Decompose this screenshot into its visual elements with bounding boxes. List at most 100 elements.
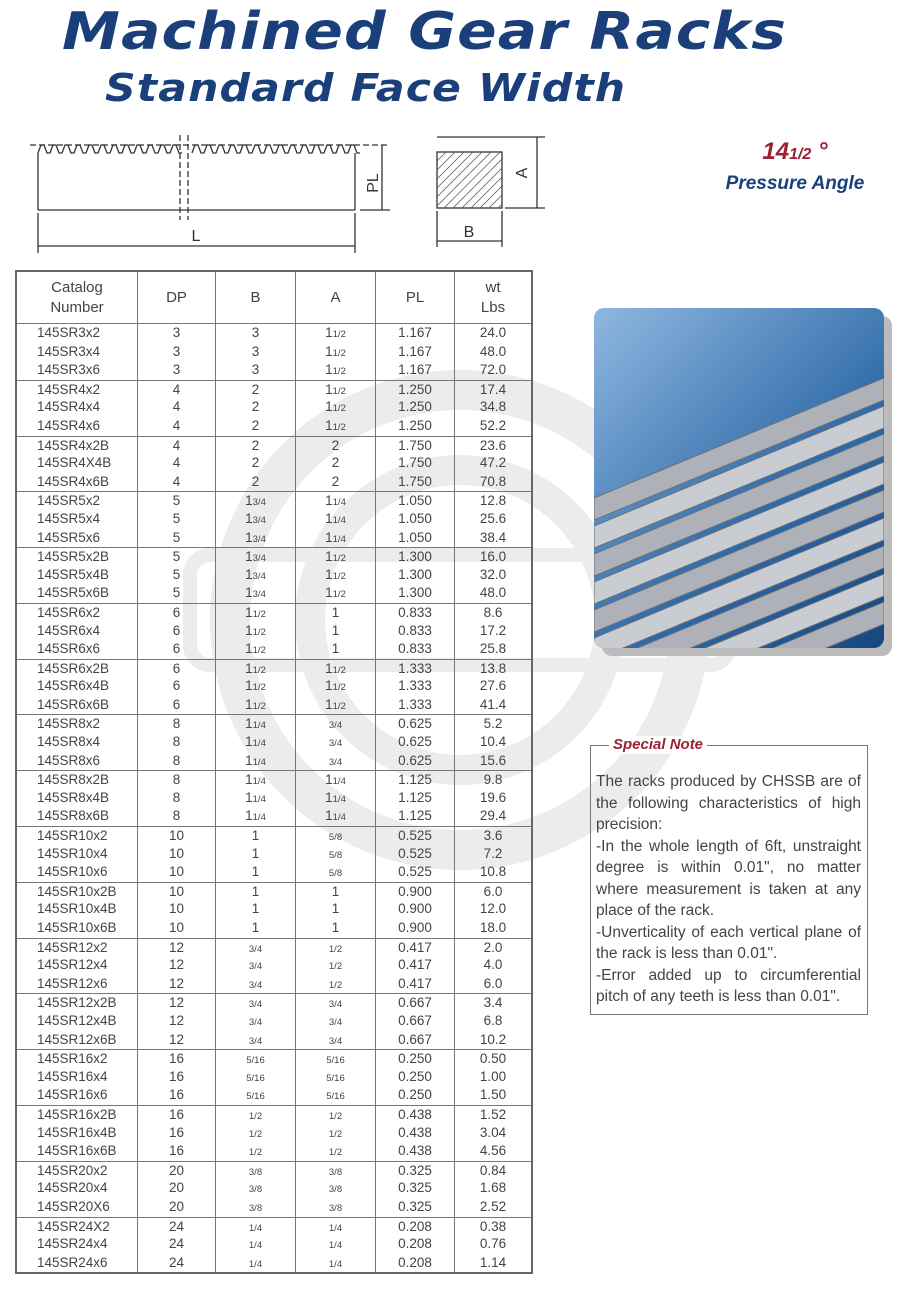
pl-cell: 0.417 (375, 956, 454, 975)
pl-cell: 0.833 (375, 640, 454, 659)
pl-cell: 1.050 (375, 492, 454, 510)
dp-cell: 20 (137, 1179, 215, 1198)
weight-cell: 23.6 (454, 436, 531, 455)
table-row: 145SR10x2B 10 1 1 0.900 6.0 (17, 881, 531, 901)
b-cell: 3/4 (215, 1011, 295, 1031)
b-cell: 5/16 (215, 1050, 295, 1068)
weight-cell: 32.0 (454, 565, 531, 585)
column-header-text: wt (485, 278, 501, 296)
catalog-number-cell: 145SR6x4 (37, 622, 101, 638)
dp-cell: 10 (137, 882, 215, 901)
gear-rack-image (594, 405, 884, 549)
pressure-angle: 141/2 ° Pressure Angle (700, 138, 890, 195)
a-cell: 1 (295, 603, 375, 622)
a-cell: 11/2 (295, 342, 375, 362)
weight-cell: 17.4 (454, 380, 531, 399)
table-row: 145SR8x4B 8 11/4 11/4 1.125 19.6 (17, 788, 531, 808)
pl-cell: 1.167 (375, 324, 454, 343)
weight-cell: 3.04 (454, 1123, 531, 1143)
catalog-number-cell: 145SR5x4 (37, 510, 101, 526)
a-cell: 3/4 (295, 751, 375, 771)
weight-cell: 27.6 (454, 677, 531, 696)
weight-cell: 1.68 (454, 1179, 531, 1198)
table-row: 145SR6x6B 6 11/2 11/2 1.333 41.4 (17, 695, 531, 715)
b-cell: 5/16 (215, 1086, 295, 1105)
a-cell: 1/2 (295, 1142, 375, 1161)
weight-cell: 12.8 (454, 492, 531, 510)
b-cell: 11/2 (215, 640, 295, 659)
table-row: 145SR6x4 6 11/2 1 0.833 17.2 (17, 621, 531, 641)
a-cell: 3/8 (295, 1179, 375, 1198)
catalog-number-cell: 145SR8x4B (37, 789, 110, 805)
b-cell: 13/4 (215, 584, 295, 603)
dp-cell: 12 (137, 1011, 215, 1031)
hatch-line (436, 151, 492, 207)
weight-cell: 1.50 (454, 1086, 531, 1105)
dp-cell: 5 (137, 548, 215, 566)
table-row: 145SR16x6B 16 1/2 1/2 0.438 4.56 (17, 1142, 531, 1161)
table-row: 145SR5x4B 5 13/4 11/2 1.300 32.0 (17, 565, 531, 585)
catalog-number-cell: 145SR20x4 (37, 1180, 108, 1196)
a-cell: 5/8 (295, 827, 375, 845)
dp-cell: 4 (137, 472, 215, 492)
pl-cell: 0.525 (375, 844, 454, 864)
a-cell: 11/4 (295, 509, 375, 529)
pl-cell: 1.300 (375, 565, 454, 585)
catalog-number-cell: 145SR10x4 (37, 845, 108, 861)
gear-rack-image (594, 461, 884, 605)
dp-cell: 6 (137, 603, 215, 622)
a-cell: 11/2 (295, 695, 375, 715)
pl-cell: 0.667 (375, 1030, 454, 1050)
b-cell: 5/16 (215, 1067, 295, 1087)
b-cell: 3/4 (215, 974, 295, 994)
b-cell: 1 (215, 863, 295, 882)
weight-cell: 25.8 (454, 640, 531, 659)
a-cell: 1 (295, 900, 375, 919)
gear-rack-image (594, 489, 884, 633)
table-row: 145SR20x4 20 3/8 3/8 0.325 1.68 (17, 1179, 531, 1198)
table-row: 145SR5x4 5 13/4 11/4 1.050 25.6 (17, 509, 531, 529)
dp-cell: 6 (137, 640, 215, 659)
pl-cell: 1.125 (375, 771, 454, 789)
dp-cell: 24 (137, 1253, 215, 1273)
pl-cell: 1.333 (375, 677, 454, 696)
table-row: 145SR12x2B 12 3/4 3/4 0.667 3.4 (17, 993, 531, 1012)
dp-cell: 5 (137, 528, 215, 548)
rack-teeth (37, 144, 360, 154)
weight-cell: 38.4 (454, 528, 531, 548)
catalog-number-cell: 145SR16x2 (37, 1051, 108, 1067)
hatch-line (497, 203, 503, 209)
a-cell: 11/4 (295, 788, 375, 808)
dp-cell: 10 (137, 919, 215, 938)
b-cell: 3 (215, 324, 295, 343)
b-cell: 11/4 (215, 788, 295, 808)
catalog-number-cell: 145SR8x2 (37, 716, 101, 732)
catalog-number-cell: 145SR6x2B (37, 660, 110, 676)
a-cell: 1/2 (295, 1123, 375, 1143)
catalog-number-cell: 145SR10x4B (37, 901, 117, 917)
a-cell: 1 (295, 919, 375, 938)
table-row: 145SR8x6 8 11/4 3/4 0.625 15.6 (17, 751, 531, 771)
table-row: 145SR4x4 4 2 11/2 1.250 34.8 (17, 398, 531, 417)
catalog-number-cell: 145SR8x2B (37, 772, 110, 788)
gear-rack-image (636, 545, 884, 648)
table-row: 145SR4x6 4 2 11/2 1.250 52.2 (17, 416, 531, 436)
hatch-line (436, 151, 483, 198)
weight-cell: 24.0 (454, 324, 531, 343)
b-label: B (464, 224, 475, 241)
dp-cell: 6 (137, 659, 215, 678)
weight-cell: 72.0 (454, 361, 531, 380)
catalog-number-cell: 145SR12x2 (37, 939, 108, 955)
weight-cell: 10.4 (454, 733, 531, 752)
b-cell: 11/2 (215, 677, 295, 696)
weight-cell: 29.4 (454, 807, 531, 827)
special-note-box: Special Note The racks produced by CHSSB… (590, 736, 868, 1015)
pl-cell: 0.208 (375, 1235, 454, 1254)
catalog-number-cell: 145SR3x4 (37, 343, 101, 359)
column-header-text: B (250, 288, 261, 306)
pl-cell: 1.050 (375, 509, 454, 529)
table-row: 145SR24x4 24 1/4 1/4 0.208 0.76 (17, 1235, 531, 1254)
weight-cell: 18.0 (454, 919, 531, 938)
column-header: PL (375, 272, 454, 323)
catalog-number-cell: 145SR20x2 (37, 1162, 108, 1178)
